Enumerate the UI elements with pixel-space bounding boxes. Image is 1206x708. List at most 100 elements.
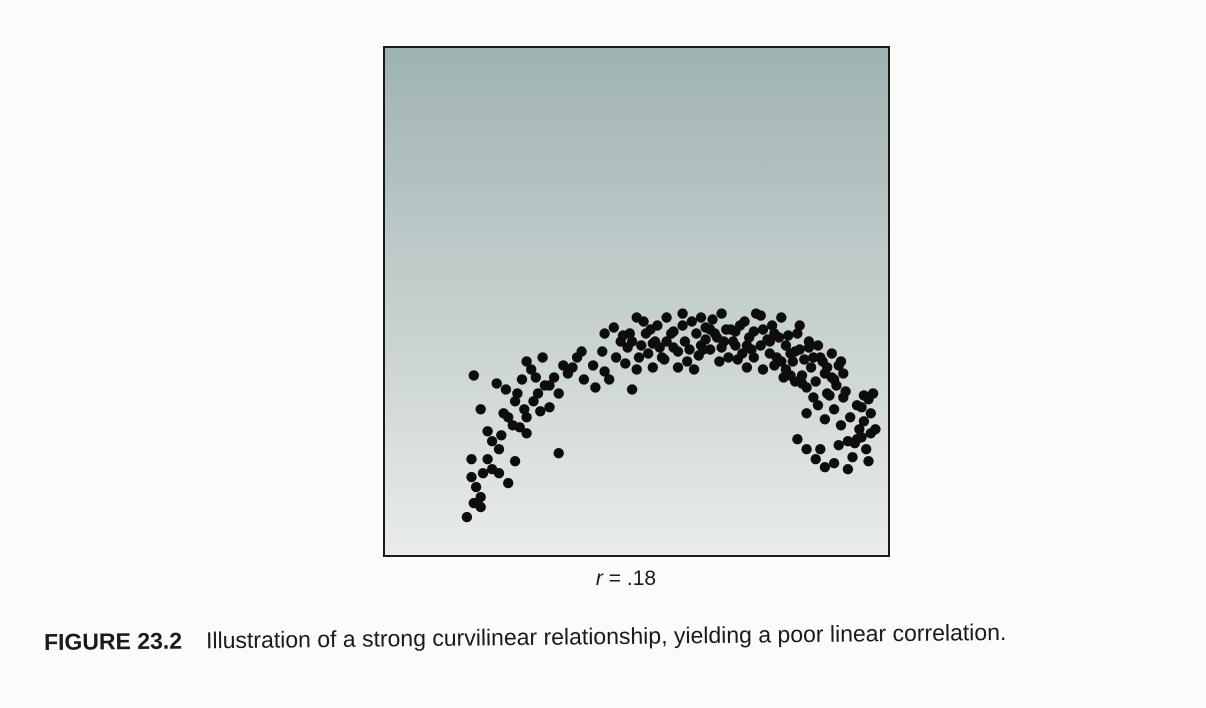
data-point xyxy=(626,336,638,347)
data-point xyxy=(535,406,546,417)
data-point xyxy=(686,316,697,327)
data-point xyxy=(822,362,833,373)
figure-number: FIGURE 23.2 xyxy=(43,627,183,655)
data-point xyxy=(698,344,709,355)
data-point xyxy=(688,364,700,375)
data-point xyxy=(810,454,821,465)
data-point xyxy=(558,360,569,371)
data-point xyxy=(707,314,718,325)
data-point xyxy=(477,468,489,479)
correlation-label: r = .18 xyxy=(0,567,1206,591)
data-point xyxy=(748,326,759,337)
data-point xyxy=(553,448,564,459)
data-point xyxy=(482,454,493,465)
data-point xyxy=(718,336,730,347)
data-point xyxy=(521,356,532,367)
data-point xyxy=(695,312,707,323)
data-point xyxy=(587,360,599,371)
data-point xyxy=(801,382,812,393)
data-point xyxy=(833,440,844,451)
data-point xyxy=(631,312,642,323)
data-point xyxy=(732,354,743,365)
data-point xyxy=(828,404,840,415)
data-point xyxy=(705,324,716,335)
caption-text: Illustration of a strong curvilinear rel… xyxy=(205,618,1007,654)
data-point xyxy=(851,434,863,445)
data-point xyxy=(812,340,824,351)
data-point xyxy=(544,402,555,413)
data-point xyxy=(723,352,734,363)
data-point xyxy=(757,324,769,335)
data-point xyxy=(672,346,684,357)
data-point xyxy=(810,376,821,387)
data-point xyxy=(526,364,537,375)
data-point xyxy=(870,424,881,435)
data-point xyxy=(794,320,805,331)
data-point xyxy=(503,477,514,489)
data-point xyxy=(590,382,601,393)
data-point xyxy=(773,332,785,343)
data-point xyxy=(521,412,532,423)
data-point xyxy=(682,356,693,367)
data-point xyxy=(684,344,695,355)
data-point xyxy=(805,362,817,373)
data-point xyxy=(537,352,548,363)
data-point xyxy=(509,396,521,407)
data-point xyxy=(578,374,590,385)
data-point xyxy=(854,424,865,435)
data-point xyxy=(838,368,849,379)
data-point xyxy=(812,400,824,411)
data-point xyxy=(785,348,796,359)
data-point xyxy=(649,336,661,347)
data-point xyxy=(553,388,564,399)
data-point xyxy=(608,322,619,333)
data-point xyxy=(792,434,803,445)
data-point xyxy=(626,384,638,395)
data-point xyxy=(521,428,532,439)
data-point xyxy=(766,320,778,331)
data-point xyxy=(819,414,831,425)
data-point xyxy=(845,412,856,423)
data-point xyxy=(861,444,872,455)
data-point xyxy=(867,388,879,399)
data-point xyxy=(509,456,521,467)
data-point xyxy=(858,416,870,427)
data-point xyxy=(755,340,766,351)
data-point xyxy=(835,356,847,367)
data-point xyxy=(466,454,477,465)
data-point xyxy=(493,444,505,455)
data-point xyxy=(783,330,794,341)
data-point xyxy=(677,308,688,319)
data-point xyxy=(847,452,858,463)
r-value: = .18 xyxy=(602,567,657,590)
data-point xyxy=(636,340,647,351)
data-point xyxy=(691,328,702,339)
data-point xyxy=(519,404,530,415)
data-point xyxy=(794,344,805,355)
data-point xyxy=(599,328,610,339)
data-point xyxy=(493,468,505,479)
data-point xyxy=(757,364,769,375)
data-point xyxy=(617,330,629,341)
data-point xyxy=(808,392,819,403)
data-point xyxy=(532,388,544,399)
data-point xyxy=(725,324,736,335)
data-point xyxy=(739,316,750,327)
data-point xyxy=(498,408,509,419)
data-point xyxy=(778,372,789,383)
data-point xyxy=(856,402,867,413)
data-point xyxy=(840,386,851,397)
data-point xyxy=(512,388,523,399)
data-point xyxy=(548,372,560,383)
data-point xyxy=(801,408,812,419)
data-point xyxy=(544,380,555,391)
data-point xyxy=(661,336,672,347)
data-point xyxy=(604,374,615,385)
data-point xyxy=(748,352,759,363)
data-point xyxy=(468,497,479,509)
data-point xyxy=(863,456,874,467)
data-point xyxy=(792,328,803,339)
data-points xyxy=(461,308,881,523)
data-point xyxy=(500,384,512,395)
data-point xyxy=(597,346,608,357)
